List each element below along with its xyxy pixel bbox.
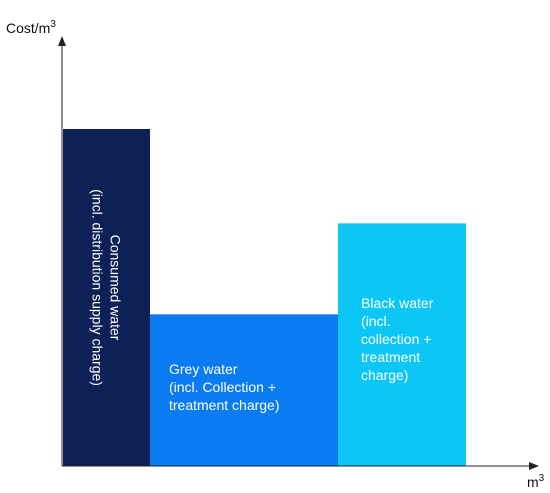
y-axis-arrow [58,36,66,46]
bar-label-1: Consumed water(incl. distribution supply… [90,189,124,386]
bar-2 [150,314,338,466]
bar-1 [63,129,150,466]
x-axis-arrow [529,462,539,470]
y-axis-label: Cost/m3 [6,19,56,36]
bars-group [63,129,466,466]
bar-3 [338,223,466,466]
x-axis-label: m3 [527,473,545,490]
bar-label-2: Grey water (incl. Collection + treatment c… [169,361,280,413]
bar-labels-group: Consumed water(incl. distribution supply… [90,189,434,413]
bar-label-3: Black water (incl. collection + treatment ch… [361,295,434,383]
